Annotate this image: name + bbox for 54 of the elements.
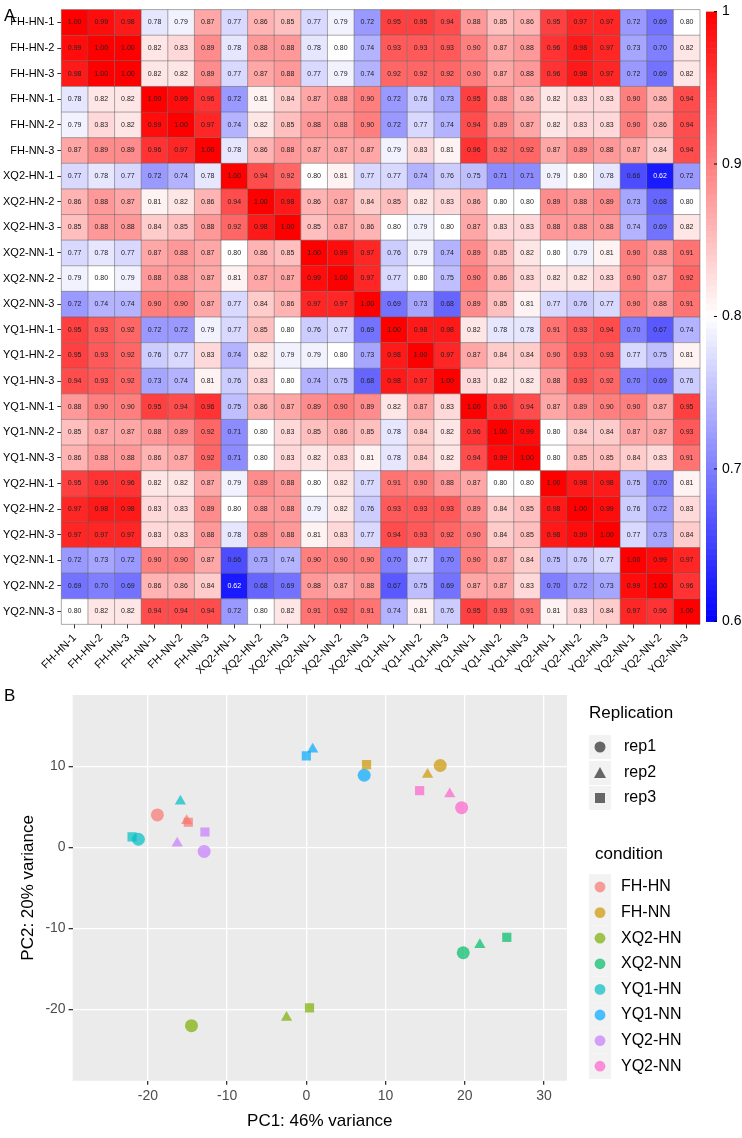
- color-bar-label: 0.9: [722, 154, 742, 171]
- y-tick-label: FH-HN-3: [10, 66, 55, 79]
- y-tick-label: 0: [57, 838, 66, 855]
- legend-title: condition: [595, 843, 664, 863]
- y-tick-label: YQ2-NN-1: [3, 553, 55, 566]
- legend-label: FH-NN: [621, 903, 671, 921]
- y-tick-label: YQ2-HN-1: [3, 476, 55, 489]
- chart-title: B: [4, 686, 16, 706]
- text: rep3: [624, 788, 657, 806]
- legend-label: YQ2-NN: [621, 1056, 682, 1074]
- legend-label: YQ2-HN: [621, 1031, 682, 1049]
- color-bar-label: 0.7: [722, 459, 742, 476]
- y-tick-label: YQ1-NN-1: [3, 399, 55, 412]
- color-bar-label: 1: [722, 2, 730, 19]
- color-bar-label: 0.8: [722, 307, 742, 324]
- text: rep1: [624, 737, 657, 755]
- text: rep2: [624, 762, 657, 781]
- y-tick-label: FH-NN-2: [10, 117, 55, 130]
- y-axis-title: PC2: 20% variance: [17, 815, 37, 961]
- y-tick-label: YQ2-NN-2: [3, 578, 55, 591]
- y-tick-label: YQ2-HN-3: [3, 527, 55, 540]
- y-tick-label: YQ1-NN-3: [3, 450, 55, 463]
- y-tick-label: YQ1-HN-2: [3, 348, 55, 361]
- y-tick-label: 10: [50, 757, 66, 774]
- x-axis-title: PC1: 46% variance: [247, 1111, 393, 1131]
- y-tick-label: XQ2-HN-1: [3, 169, 55, 182]
- y-tick-label: YQ1-HN-1: [3, 322, 55, 335]
- color-bar-label: 0.6: [722, 612, 742, 629]
- y-tick-label: FH-NN-1: [10, 92, 55, 105]
- text: Replication: [589, 703, 674, 723]
- y-tick-label: -20: [45, 1000, 66, 1017]
- y-tick-label: YQ2-NN-3: [3, 604, 55, 617]
- x-tick-label: 10: [377, 1087, 394, 1104]
- legend-label: YQ1-HN: [621, 979, 682, 997]
- y-tick-label: -10: [45, 919, 66, 936]
- x-tick-label: 30: [536, 1087, 553, 1104]
- y-tick-label: XQ2-HN-3: [3, 220, 55, 233]
- x-tick-label: 0: [302, 1087, 311, 1104]
- legend-label: XQ2-NN: [621, 954, 682, 972]
- y-tick-label: YQ2-HN-2: [3, 502, 55, 515]
- y-tick-label: XQ2-NN-2: [3, 271, 55, 284]
- legend-label: FH-HN: [621, 877, 671, 895]
- x-tick-label: -20: [137, 1087, 159, 1104]
- y-tick-label: YQ1-HN-3: [3, 374, 55, 387]
- y-tick-label: XQ2-HN-2: [3, 194, 55, 207]
- y-tick-label: XQ2-NN-3: [3, 297, 55, 310]
- x-tick-label: -10: [217, 1087, 238, 1104]
- y-tick-label: FH-HN-2: [10, 41, 55, 54]
- legend-label: XQ2-HN: [621, 928, 682, 946]
- y-tick-label: YQ1-NN-2: [3, 425, 55, 438]
- y-tick-label: XQ2-NN-1: [3, 245, 55, 258]
- legend-label: YQ1-NN: [621, 1005, 682, 1023]
- x-tick-label: 20: [457, 1087, 473, 1104]
- y-tick-label: FH-NN-3: [10, 143, 55, 156]
